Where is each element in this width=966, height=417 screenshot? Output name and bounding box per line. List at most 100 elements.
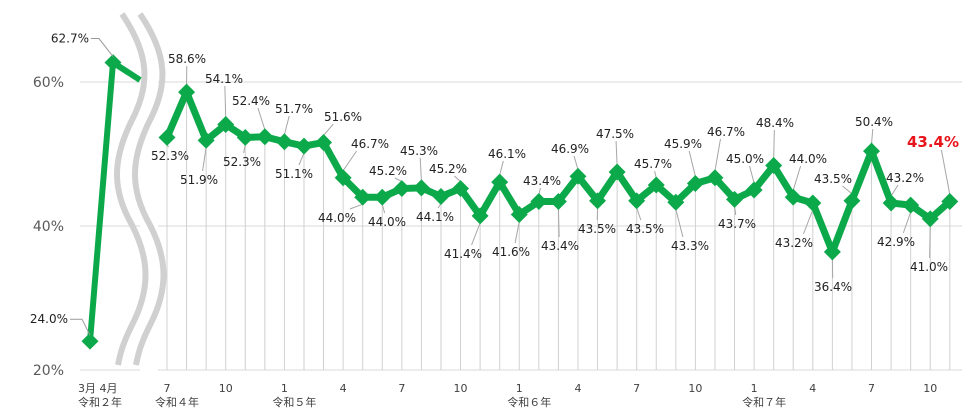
data-label: 46.1% bbox=[488, 147, 526, 161]
x-tick-label: 10 bbox=[219, 382, 233, 395]
data-label: 43.2% bbox=[775, 236, 813, 250]
data-label: 43.5% bbox=[814, 172, 852, 186]
x-tick-label: 10 bbox=[688, 382, 702, 395]
data-label: 62.7% bbox=[51, 32, 89, 46]
x-tick-label: 7 bbox=[633, 382, 640, 395]
data-label: 43.4% bbox=[523, 174, 561, 188]
data-labels: 52.3% 58.6% 51.9% 54.1% 52.3% 52.4% 51.7% 51.1%… bbox=[151, 52, 959, 294]
data-label: 42.9% bbox=[877, 235, 915, 249]
data-label: 46.7% bbox=[707, 125, 745, 139]
data-label: 45.9% bbox=[664, 137, 702, 151]
data-label: 43.4% bbox=[541, 239, 579, 253]
leader-line bbox=[750, 166, 755, 183]
x-tick-label: 10 bbox=[923, 382, 937, 395]
latest-value-label: 43.4% bbox=[907, 133, 959, 151]
data-label: 41.6% bbox=[492, 245, 530, 259]
data-label: 24.0% bbox=[30, 312, 68, 326]
data-label: 51.1% bbox=[275, 167, 313, 181]
data-label: 36.4% bbox=[814, 280, 852, 294]
leader-line bbox=[872, 129, 873, 144]
data-point-marker bbox=[82, 333, 99, 350]
leader-line bbox=[930, 226, 931, 258]
data-label: 43.5% bbox=[626, 222, 664, 236]
leader-line bbox=[395, 178, 402, 182]
data-label: 52.4% bbox=[232, 94, 270, 108]
data-label: 41.0% bbox=[910, 260, 948, 274]
data-label: 50.4% bbox=[855, 115, 893, 129]
data-label: 45.0% bbox=[726, 152, 764, 166]
leader-line bbox=[225, 86, 226, 117]
data-label: 43.5% bbox=[578, 222, 616, 236]
x-tick-early-year: 令和２年 bbox=[78, 395, 122, 409]
series-line-early bbox=[90, 63, 140, 342]
data-label: 41.4% bbox=[444, 247, 482, 261]
leader-line bbox=[689, 151, 695, 177]
gridlines bbox=[80, 82, 962, 370]
data-label: 44.0% bbox=[318, 211, 356, 225]
data-label: 52.3% bbox=[151, 149, 189, 163]
leader-line bbox=[454, 176, 460, 182]
leader-line bbox=[891, 185, 898, 196]
x-tick-label: 4 bbox=[340, 382, 347, 395]
leader-line bbox=[574, 156, 578, 169]
x-tick-label: 1 bbox=[516, 382, 523, 395]
leader-line bbox=[350, 204, 363, 209]
leader-line bbox=[676, 209, 683, 237]
leader-line bbox=[299, 153, 304, 165]
data-label: 58.6% bbox=[168, 52, 206, 66]
leader-line bbox=[903, 212, 910, 233]
leader-line bbox=[203, 147, 207, 171]
x-tick-label: 4 bbox=[809, 382, 816, 395]
leader-line bbox=[803, 210, 812, 234]
leader-line bbox=[284, 116, 289, 135]
x-tick-label: 7 bbox=[868, 382, 875, 395]
data-label: 46.9% bbox=[551, 142, 589, 156]
leader-line bbox=[616, 141, 617, 165]
x-tick-label: 1 bbox=[281, 382, 288, 395]
leader-line bbox=[343, 151, 356, 171]
data-label: 45.3% bbox=[400, 144, 438, 158]
leader-line bbox=[793, 166, 800, 190]
y-tick-label: 60% bbox=[33, 75, 64, 91]
data-label: 51.9% bbox=[180, 173, 218, 187]
x-tick-label: 4 bbox=[574, 382, 581, 395]
data-label: 43.7% bbox=[718, 217, 756, 231]
x-tick-early-months: 3月 4月 bbox=[78, 382, 118, 395]
data-point-marker bbox=[256, 128, 273, 145]
data-label: 45.7% bbox=[634, 157, 672, 171]
y-tick-label: 40% bbox=[33, 219, 64, 235]
x-tick-label: 10 bbox=[454, 382, 468, 395]
leader-line bbox=[941, 150, 949, 195]
data-label: 48.4% bbox=[756, 116, 794, 130]
data-label: 54.1% bbox=[205, 72, 243, 86]
leader-line bbox=[515, 221, 519, 243]
data-label: 46.7% bbox=[351, 137, 389, 151]
leader-line bbox=[258, 108, 265, 130]
data-label: 44.0% bbox=[368, 215, 406, 229]
data-label: 45.2% bbox=[429, 162, 467, 176]
x-year-label: 令和６年 bbox=[507, 395, 551, 409]
data-label: 47.5% bbox=[596, 127, 634, 141]
data-label: 44.0% bbox=[789, 152, 827, 166]
leader-line bbox=[324, 124, 334, 135]
data-label: 51.6% bbox=[324, 110, 362, 124]
leader-line bbox=[500, 161, 504, 175]
data-point-marker bbox=[276, 133, 293, 150]
leader-line bbox=[420, 158, 421, 181]
data-point-marker bbox=[296, 138, 313, 155]
leader-line bbox=[70, 319, 90, 335]
leader-line bbox=[91, 39, 113, 57]
y-tick-label: 20% bbox=[33, 363, 64, 379]
x-year-label: 令和４年 bbox=[155, 395, 199, 409]
leader-line bbox=[842, 186, 851, 194]
data-label: 52.3% bbox=[223, 155, 261, 169]
data-label: 43.3% bbox=[671, 239, 709, 253]
data-label: 44.1% bbox=[416, 210, 454, 224]
leader-line bbox=[637, 208, 641, 220]
leader-line bbox=[774, 130, 775, 159]
x-tick-label: 7 bbox=[398, 382, 405, 395]
data-label: 51.7% bbox=[275, 102, 313, 116]
x-year-label: 令和７年 bbox=[742, 395, 786, 409]
